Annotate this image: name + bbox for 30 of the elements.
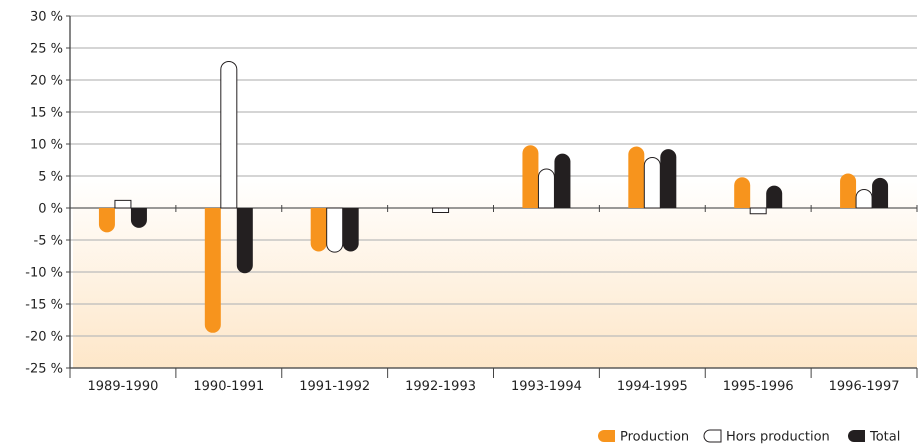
y-tick-label: -20 % [25,330,63,345]
y-tick-label: 15 % [30,106,63,121]
x-tick-label: 1992-1993 [405,379,476,394]
y-tick-label: 30 % [30,10,63,25]
bar [432,208,450,213]
bar [628,146,644,208]
bar [204,208,221,333]
x-tick-label: 1991-1992 [299,379,370,394]
bar [840,173,856,208]
y-tick-label: 25 % [30,42,63,57]
legend-label: Total [869,430,900,445]
x-tick-label: 1990-1991 [193,379,264,394]
x-tick-label: 1994-1995 [616,379,688,394]
x-tick-label: 1993-1994 [511,379,582,394]
bar [522,145,538,208]
bar [734,177,750,208]
y-tick-label: -15 % [25,298,63,313]
y-tick-label: -5 % [34,234,63,249]
legend-label: Hors production [726,430,830,445]
x-tick-label: 1989-1990 [88,379,158,394]
bar [310,208,327,252]
y-tick-label: 20 % [30,74,63,89]
y-tick-label: 5 % [38,170,63,185]
y-tick-label: -25 % [25,362,63,377]
x-tick-label: 1996-1997 [828,379,900,394]
y-tick-label: 0 % [38,202,63,217]
legend-label: Production [620,430,690,445]
x-tick-label: 1995-1996 [722,379,794,394]
y-tick-label: -10 % [25,266,63,281]
y-tick-label: 10 % [30,138,63,153]
